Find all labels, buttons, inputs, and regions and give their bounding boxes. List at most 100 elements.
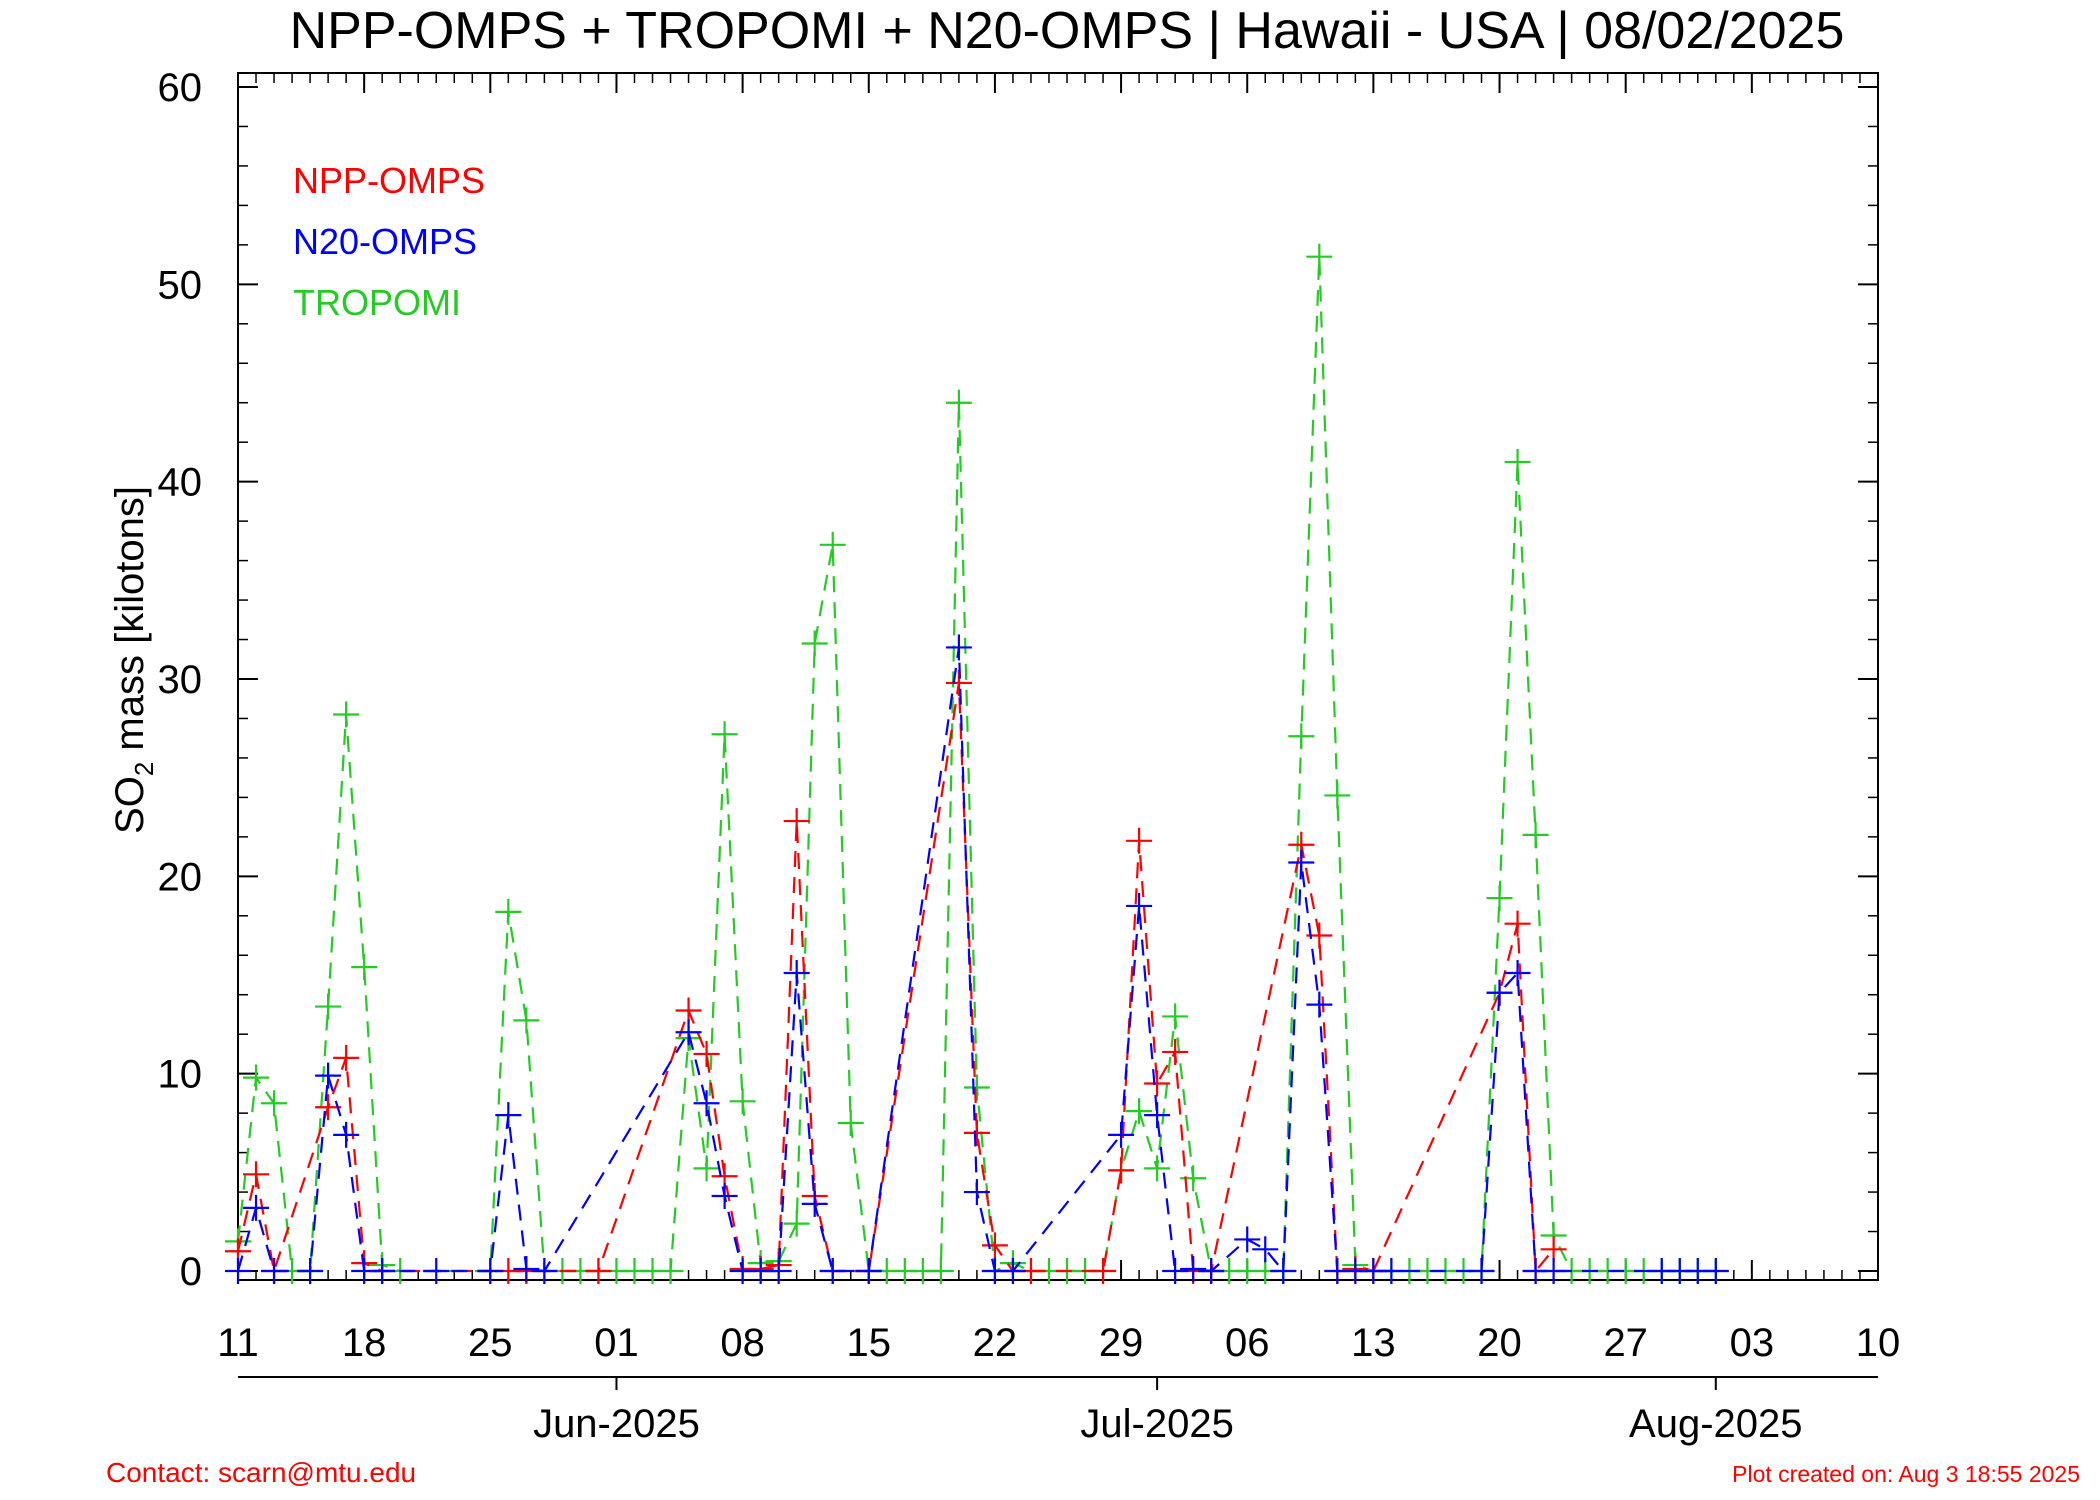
data-point: [423, 1258, 450, 1284]
data-point: [1252, 1236, 1279, 1263]
data-point: [693, 1090, 720, 1117]
y-axis: 0 10 20 30 40 50 60: [158, 66, 1878, 1294]
data-point: [801, 1190, 828, 1217]
data-point: [729, 1088, 756, 1115]
data-point: [1270, 1258, 1297, 1284]
data-point: [243, 1161, 270, 1188]
x-tick-label: 25: [468, 1321, 513, 1365]
data-point: [711, 721, 738, 748]
month-axis: Jun-2025 Jul-2025 Aug-2025: [533, 1377, 1803, 1446]
x-tick-label: 15: [847, 1321, 892, 1365]
data-point: [531, 1258, 558, 1284]
chart-title: NPP-OMPS + TROPOMI + N20-OMPS | Hawaii -…: [290, 2, 1845, 60]
data-point: [693, 1040, 720, 1067]
data-point: [1126, 892, 1153, 919]
data-point: [243, 1194, 270, 1221]
y-tick-label: 40: [158, 461, 203, 505]
x-tick-label: 03: [1730, 1321, 1775, 1365]
data-point: [1162, 1258, 1189, 1284]
y-tick-label: 10: [158, 1053, 203, 1097]
data-point: [783, 1210, 810, 1237]
data-point: [1090, 1258, 1117, 1284]
data-point: [693, 1155, 720, 1182]
legend-entry-tropomi: TROPOMI: [293, 282, 461, 323]
x-tick-label: 20: [1477, 1321, 1522, 1365]
data-point: [1144, 1102, 1171, 1129]
x-tick-label: 27: [1603, 1321, 1648, 1365]
legend-entry-n20-omps: N20-OMPS: [293, 221, 477, 262]
data-point: [855, 1258, 882, 1284]
data-point: [477, 1258, 504, 1284]
data-point: [1198, 1258, 1225, 1284]
x-tick-label: 01: [594, 1321, 639, 1365]
series-line: [236, 682, 1555, 1274]
data-point: [1504, 448, 1531, 475]
y-tick-label: 50: [158, 263, 203, 307]
y-tick-label: 30: [158, 658, 203, 702]
series-npp-omps: [225, 669, 1567, 1284]
plot-frame: [237, 72, 1879, 1281]
data-point: [1702, 1258, 1729, 1284]
data-point: [711, 1183, 738, 1210]
y-axis-label: SO2 mass [kilotons]: [108, 486, 159, 834]
data-point: [369, 1258, 396, 1284]
series-line: [236, 647, 1716, 1274]
x-tick-label: 22: [973, 1321, 1018, 1365]
data-point: [1486, 979, 1513, 1006]
x-tick-label: 10: [1856, 1321, 1901, 1365]
data-point: [585, 1258, 612, 1284]
data-point: [1306, 991, 1333, 1018]
data-point: [315, 993, 342, 1020]
data-point: [333, 1121, 360, 1148]
data-point: [801, 630, 828, 657]
data-point: [1162, 1038, 1189, 1065]
data-point: [333, 701, 360, 728]
data-point: [657, 1258, 684, 1284]
data-point: [1288, 723, 1315, 750]
data-point: [1540, 1236, 1567, 1263]
data-point: [243, 1064, 270, 1091]
data-point: [1144, 1070, 1171, 1097]
plot-created-text: Plot created on: Aug 3 18:55 2025: [1732, 1461, 2080, 1487]
x-tick-label: 06: [1225, 1321, 1270, 1365]
data-point: [1522, 821, 1549, 848]
y-axis-label-so: SO: [108, 776, 152, 834]
data-point: [261, 1090, 288, 1117]
data-point: [513, 1007, 540, 1034]
data-point: [495, 1102, 522, 1129]
data-point: [675, 1019, 702, 1046]
data-point: [1126, 827, 1153, 854]
data-point: [495, 898, 522, 925]
y-tick-label: 0: [180, 1250, 202, 1294]
month-tick-label: Aug-2025: [1629, 1402, 1802, 1446]
data-point: [675, 997, 702, 1024]
x-tick-label: 29: [1099, 1321, 1144, 1365]
data-point: [225, 1258, 251, 1284]
y-axis-label-subscript: 2: [129, 762, 159, 776]
data-point: [783, 960, 810, 987]
data-point: [963, 1179, 990, 1206]
data-point: [819, 1258, 846, 1284]
data-point: [513, 1256, 540, 1283]
data-point: [1540, 1258, 1567, 1284]
data-point: [963, 1074, 990, 1101]
series-n20-omps: [225, 634, 1729, 1284]
legend-entry-npp-omps: NPP-OMPS: [293, 160, 485, 201]
data-point: [1288, 849, 1315, 876]
data-point: [333, 1044, 360, 1071]
contact-text: Contact: scarn@mtu.edu: [106, 1457, 416, 1488]
y-tick-label: 60: [158, 66, 203, 110]
data-point: [315, 1062, 342, 1089]
x-tick-label: 11: [217, 1321, 259, 1365]
data-point: [1468, 1258, 1495, 1284]
data-point: [783, 808, 810, 835]
data-point: [1180, 1165, 1207, 1192]
data-point: [819, 531, 846, 558]
data-point: [1378, 1258, 1405, 1284]
x-tick-label: 08: [720, 1321, 765, 1365]
data-point: [261, 1258, 288, 1284]
series-layer: [225, 243, 1729, 1284]
data-point: [1306, 243, 1333, 270]
data-point: [765, 1258, 792, 1284]
